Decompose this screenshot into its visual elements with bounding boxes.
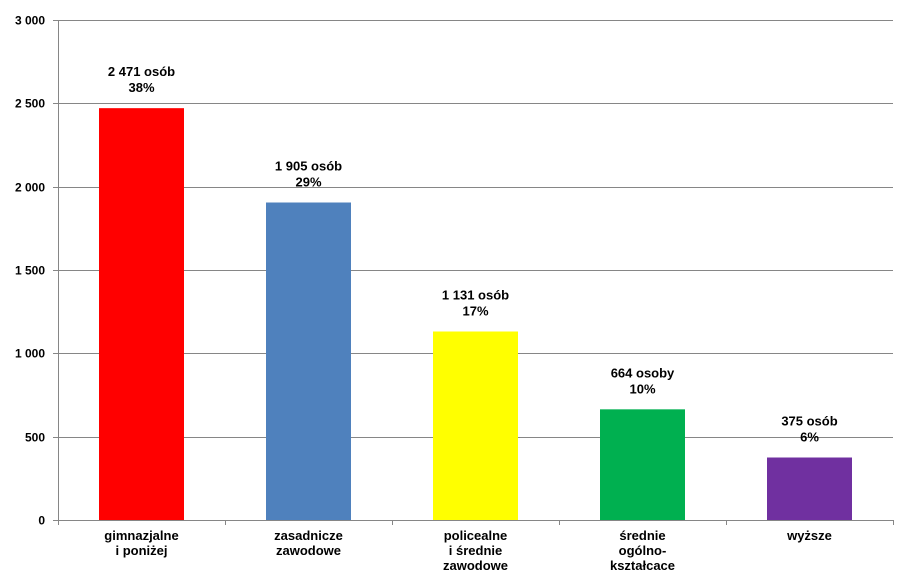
bar: [600, 409, 685, 520]
y-tick-label: 500: [25, 431, 45, 445]
axes: [53, 20, 894, 525]
y-tick-label: 3 000: [15, 14, 45, 28]
gridlines: [58, 20, 893, 438]
data-label: 1 131 osób 17%: [442, 288, 509, 319]
bars: [99, 108, 852, 521]
y-tick-label: 1 000: [15, 347, 45, 361]
bar: [99, 108, 184, 521]
y-tick-label: 2 000: [15, 181, 45, 195]
y-tick-label: 0: [38, 514, 45, 528]
data-label: 375 osób 6%: [781, 414, 837, 445]
x-category-label: gimnazjalne i poniżej: [104, 528, 178, 558]
data-label: 664 osoby 10%: [611, 365, 675, 396]
data-label: 1 905 osób 29%: [275, 159, 342, 190]
bar: [767, 457, 852, 520]
x-category-label: wyższe: [786, 528, 832, 543]
y-tick-label: 1 500: [15, 264, 45, 278]
labels: 0 500 1 000 1 500 2 000 2 500 3 000 2 471 osób 3…: [15, 14, 838, 574]
bar: [433, 331, 518, 520]
data-label: 2 471 osób 38%: [108, 64, 175, 95]
x-category-label: zasadnicze zawodowe: [274, 528, 343, 558]
bar: [266, 202, 351, 520]
x-category-label: policealne i średnie zawodowe: [443, 528, 508, 573]
y-tick-label: 2 500: [15, 97, 45, 111]
x-category-label: średnie ogólno-kształcace: [610, 528, 675, 573]
